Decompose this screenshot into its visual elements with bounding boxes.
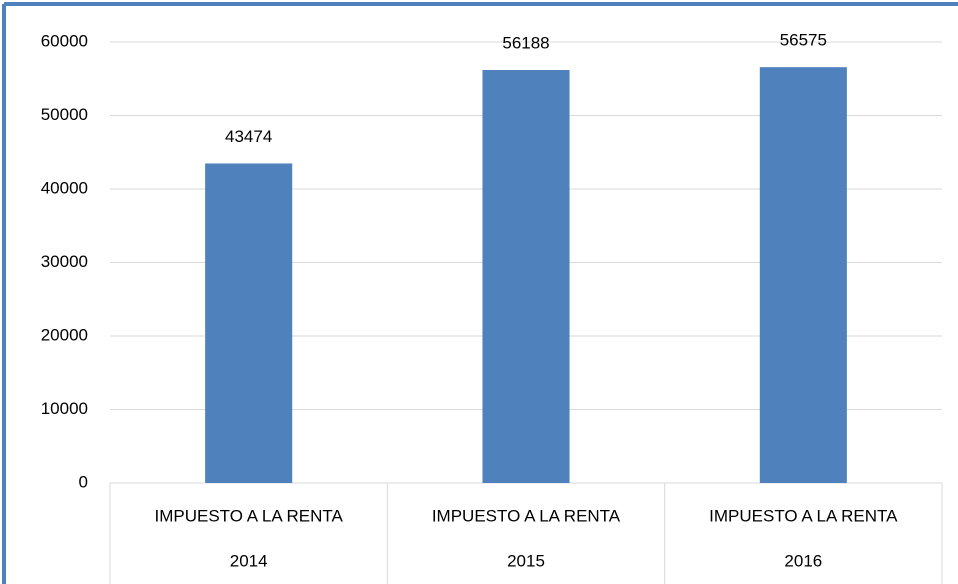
data-label: 43474 xyxy=(225,127,272,146)
x-tick-label: 2014 xyxy=(230,551,268,570)
x-tick-label: 2015 xyxy=(507,551,545,570)
y-tick-label: 50000 xyxy=(41,105,88,124)
data-label: 56188 xyxy=(502,34,549,53)
x-tick-label: IMPUESTO A LA RENTA xyxy=(709,506,898,525)
bar xyxy=(205,163,293,483)
bar xyxy=(482,70,570,484)
y-tick-label: 20000 xyxy=(41,325,88,344)
y-tick-label: 40000 xyxy=(41,178,88,197)
x-tick-label: 2016 xyxy=(784,551,822,570)
x-tick-label: IMPUESTO A LA RENTA xyxy=(155,506,344,525)
bar xyxy=(759,67,847,483)
y-tick-label: 0 xyxy=(79,472,88,491)
y-tick-label: 30000 xyxy=(41,252,88,271)
x-tick-label: IMPUESTO A LA RENTA xyxy=(432,506,621,525)
data-label: 56575 xyxy=(780,31,827,50)
y-tick-label: 10000 xyxy=(41,399,88,418)
y-tick-label: 60000 xyxy=(41,31,88,50)
